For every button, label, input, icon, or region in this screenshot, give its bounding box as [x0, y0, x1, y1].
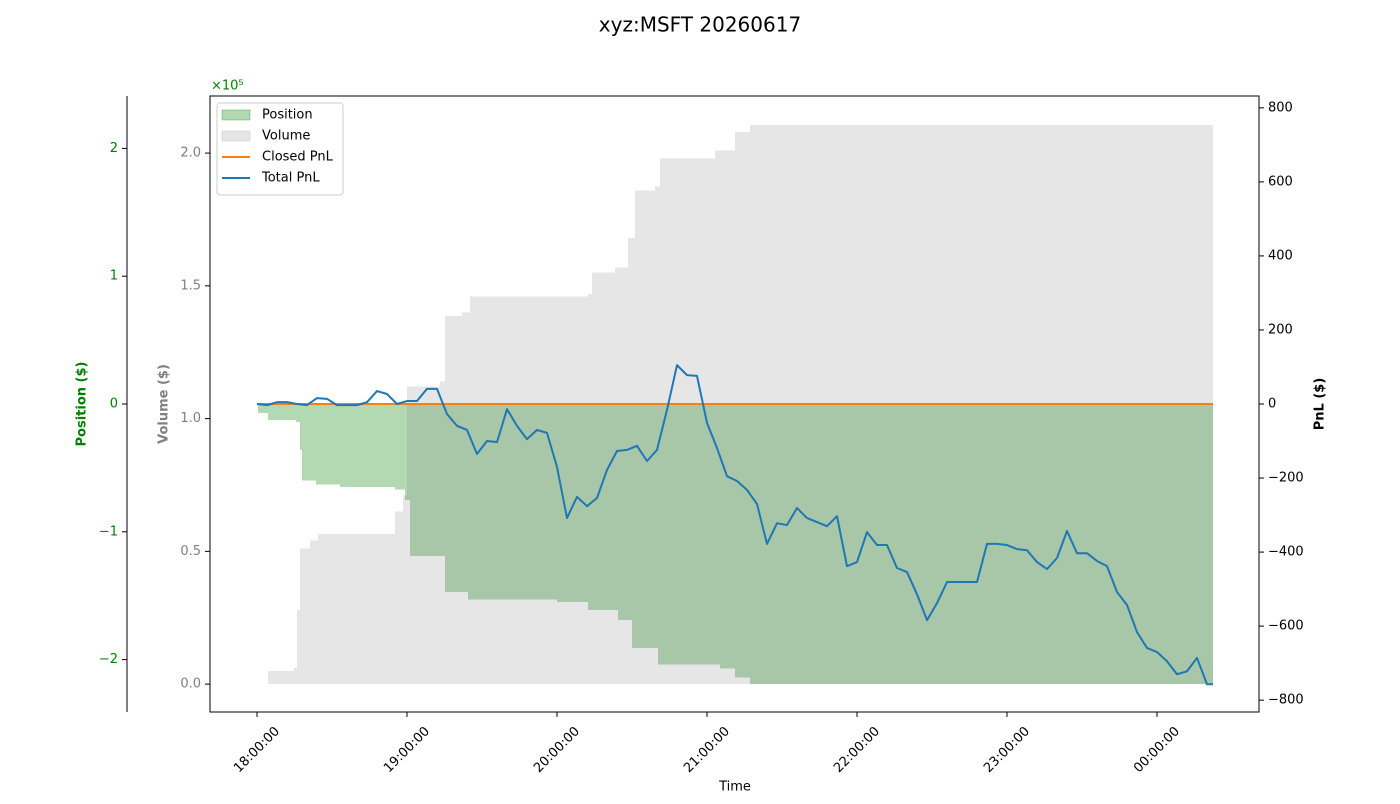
y2-tick-label: 400 — [1268, 248, 1293, 263]
area-step — [720, 404, 735, 669]
y2-tick-label: −800 — [1268, 693, 1304, 708]
y2-tick-label: −400 — [1268, 545, 1304, 560]
area-step — [632, 404, 658, 649]
legend-box — [216, 102, 344, 196]
y2-axis-label: PnL ($) — [1313, 378, 1328, 431]
area-step — [715, 150, 735, 685]
area-step — [268, 670, 294, 685]
y3-tick-label: 0 — [110, 397, 118, 412]
offset-text: ×10⁵ — [211, 79, 244, 94]
area-step — [340, 404, 395, 488]
y3-tick-label: −2 — [99, 652, 118, 667]
x-tick-label: 22:00:00 — [831, 724, 883, 776]
legend-label: Closed PnL — [262, 150, 334, 165]
area-step — [410, 404, 445, 557]
x-tick-label: 19:00:00 — [381, 724, 433, 776]
y3-tick-label: 2 — [110, 141, 118, 156]
area-step — [300, 404, 302, 451]
area-step — [658, 404, 720, 665]
area-step — [655, 186, 660, 685]
chart-title: xyz:MSFT 20260617 — [599, 13, 801, 37]
area-step — [468, 404, 557, 600]
area-step — [316, 404, 340, 485]
area-step — [445, 316, 462, 685]
area-step — [403, 495, 407, 685]
area-step — [405, 404, 410, 500]
area-step — [296, 404, 300, 422]
y3-axis-label: Position ($) — [75, 362, 90, 447]
area-step — [462, 312, 470, 685]
legend-label: Position — [262, 108, 313, 123]
y2-tick-label: 200 — [1268, 322, 1293, 337]
x-axis-label: Time — [718, 780, 751, 795]
x-tick-label: 00:00:00 — [1131, 724, 1183, 776]
area-step — [258, 404, 268, 413]
area-step — [615, 267, 628, 685]
y2-tick-label: −600 — [1268, 619, 1304, 634]
x-tick-label: 18:00:00 — [231, 724, 283, 776]
area-step — [470, 296, 588, 685]
y2-tick-label: 800 — [1268, 100, 1293, 115]
area-step — [445, 404, 468, 592]
area-step — [628, 238, 635, 685]
plot-area — [256, 125, 1213, 686]
area-step — [618, 404, 632, 620]
area-step — [268, 404, 296, 420]
y2-tick-label: −200 — [1268, 471, 1304, 486]
y2-tick-label: 600 — [1268, 174, 1293, 189]
y-tick-label: 0.5 — [180, 544, 201, 559]
area-step — [300, 548, 310, 685]
area-step — [735, 404, 750, 678]
area-step — [588, 404, 618, 610]
area-step — [588, 293, 592, 685]
legend-swatch — [221, 109, 251, 121]
x-tick-label: 20:00:00 — [531, 724, 583, 776]
area-step — [395, 404, 405, 490]
y3-tick-label: −1 — [99, 524, 118, 539]
area-step — [635, 190, 655, 685]
y-tick-label: 1.5 — [180, 278, 201, 293]
y-tick-label: 0.0 — [180, 677, 201, 692]
legend-label: Total PnL — [261, 171, 320, 186]
y-axis-label: Volume ($) — [157, 364, 172, 444]
area-step — [750, 404, 1213, 684]
x-tick-label: 21:00:00 — [681, 724, 733, 776]
area-step — [735, 131, 750, 685]
y2-tick-label: 0 — [1268, 397, 1276, 412]
x-tick-label: 23:00:00 — [981, 724, 1033, 776]
legend-swatch — [221, 130, 251, 142]
area-step — [302, 404, 316, 481]
area-step — [318, 534, 395, 685]
line — [256, 364, 1213, 686]
area-step — [297, 609, 300, 685]
legend-label: Volume — [262, 129, 310, 144]
area-step — [407, 386, 440, 685]
y3-tick-label: 1 — [110, 269, 118, 284]
y-tick-label: 1.0 — [180, 411, 201, 426]
area-step — [294, 668, 297, 685]
y-tick-label: 2.0 — [180, 146, 201, 161]
area-step — [310, 540, 318, 685]
area-step — [440, 381, 445, 685]
legend: Position Volume Closed PnL Total PnL — [216, 102, 344, 196]
area-step — [395, 511, 403, 685]
